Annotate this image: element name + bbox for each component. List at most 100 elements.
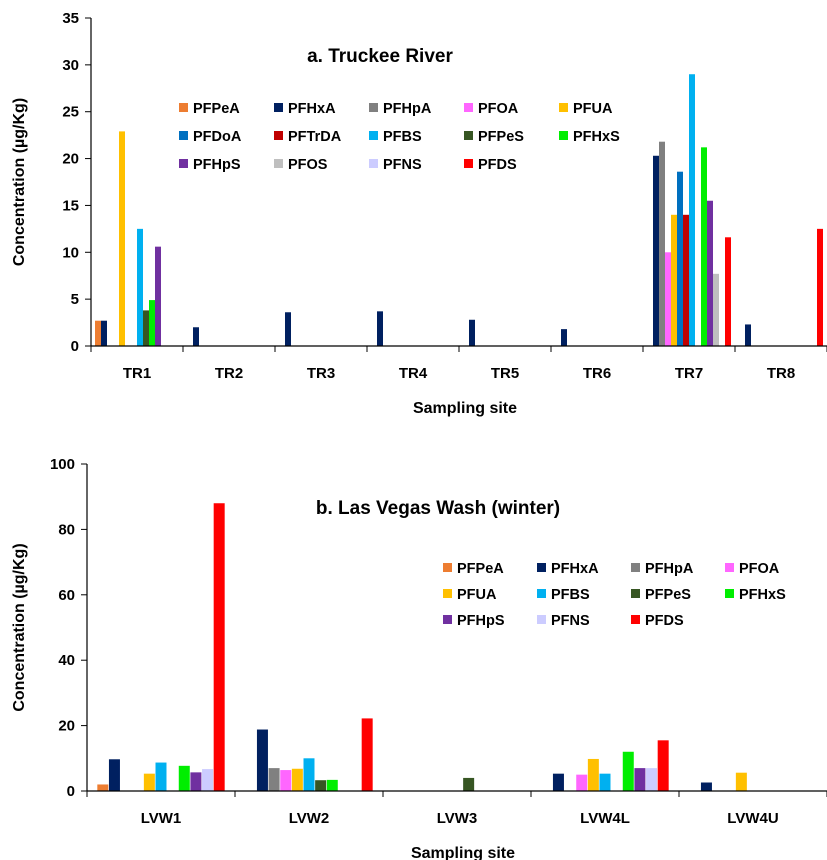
legend-label-pfpea: PFPeA xyxy=(193,101,240,117)
legend-label-pfhpa: PFHpA xyxy=(383,101,432,117)
bar-pfhps-lvw4l xyxy=(634,768,646,791)
legend-swatch-pfpes xyxy=(631,589,640,598)
y-axis-label: Concentration (µg/Kg) xyxy=(11,98,28,266)
bar-pfpea-tr1 xyxy=(95,320,101,346)
x-tick-label-tr3: TR3 xyxy=(307,365,335,382)
bar-pfds-tr8 xyxy=(817,228,823,346)
bar-pfhpa-lvw2 xyxy=(268,768,280,791)
legend-label-pfds: PFDS xyxy=(478,157,517,173)
legend-label-pfns: PFNS xyxy=(383,157,422,173)
legend-label-pfhps: PFHpS xyxy=(457,613,505,629)
legend-swatch-pfhxa xyxy=(537,563,546,572)
legend-swatch-pfds xyxy=(631,615,640,624)
x-tick-label-tr1: TR1 xyxy=(123,365,151,382)
bar-pfhxa-tr2 xyxy=(193,327,199,346)
y-tick-label: 15 xyxy=(62,197,79,214)
y-tick-label: 80 xyxy=(58,521,75,538)
bar-pfhxa-tr6 xyxy=(561,329,567,346)
x-tick-label-lvw3: LVW3 xyxy=(437,810,478,827)
chart-title: b. Las Vegas Wash (winter) xyxy=(316,498,560,519)
bar-pfhps-lvw1 xyxy=(190,772,202,791)
bar-pfhxa-lvw2 xyxy=(256,729,268,791)
bar-pfhxa-tr5 xyxy=(469,319,475,346)
legend-swatch-pfhpa xyxy=(369,103,378,112)
x-tick-label-tr2: TR2 xyxy=(215,365,243,382)
legend-label-pfua: PFUA xyxy=(457,587,497,603)
bar-pfpes-lvw3 xyxy=(463,777,475,791)
legend-swatch-pfns xyxy=(537,615,546,624)
y-tick-label: 35 xyxy=(62,10,79,27)
legend-label-pfns: PFNS xyxy=(551,613,590,629)
bar-pfhps-tr1 xyxy=(155,246,161,346)
y-tick-label: 60 xyxy=(58,587,75,604)
legend-label-pfds: PFDS xyxy=(645,613,684,629)
chart-panel-truckee-river: 0 5 10 15 20 25 30 35 TR1 TR2 TR3 TR4 TR5 TR6 TR7 TR8 a.… xyxy=(11,10,827,417)
bar-pfua-lvw1 xyxy=(143,773,155,791)
x-tick-label-lvw4l: LVW4L xyxy=(580,810,630,827)
legend: PFPeA PFHxA PFHpA PFOA PFUA PFBS PFPeS PFHxS PFH… xyxy=(443,561,786,629)
bar-pfpes-lvw2 xyxy=(315,780,327,791)
legend-swatch-pfoa xyxy=(464,103,473,112)
legend-label-pfhxs: PFHxS xyxy=(739,587,786,603)
bar-pfhxs-tr1 xyxy=(149,300,155,346)
legend-swatch-pfpea xyxy=(179,103,188,112)
legend-swatch-pfhxs xyxy=(559,131,568,140)
y-tick-label: 10 xyxy=(62,244,79,261)
y-axis-label: Concentration (µg/Kg) xyxy=(11,543,28,711)
bar-pfos-tr7 xyxy=(713,273,719,346)
chart-title: a. Truckee River xyxy=(307,46,453,67)
legend-label-pfhxa: PFHxA xyxy=(551,561,599,577)
legend-label-pfhxa: PFHxA xyxy=(288,101,336,117)
legend-swatch-pfhps xyxy=(179,159,188,168)
legend-label-pfpea: PFPeA xyxy=(457,561,504,577)
legend-label-pfpes: PFPeS xyxy=(478,129,524,145)
legend-label-pftrda: PFTrDA xyxy=(288,129,342,145)
bar-pfpea-lvw1 xyxy=(97,784,109,791)
bar-pfhxa-lvw4l xyxy=(552,773,564,791)
x-tick-label-lvw4u: LVW4U xyxy=(727,810,778,827)
x-tick-label-tr8: TR8 xyxy=(767,365,795,382)
bar-pfbs-lvw1 xyxy=(155,762,167,791)
bar-pfoa-lvw2 xyxy=(280,770,292,791)
legend: PFPeA PFHxA PFHpA PFOA PFUA PFDoA PFTrDA PFBS PF… xyxy=(179,101,620,173)
x-axis-label: Sampling site xyxy=(413,400,517,417)
x-tick-label-lvw1: LVW1 xyxy=(141,810,182,827)
legend-label-pfpes: PFPeS xyxy=(645,587,691,603)
legend-swatch-pfbs xyxy=(369,131,378,140)
bar-pfds-lvw4l xyxy=(657,740,669,791)
legend-swatch-pfbs xyxy=(537,589,546,598)
y-tick-label: 20 xyxy=(62,151,79,168)
legend-label-pfua: PFUA xyxy=(573,101,613,117)
bar-pfns-lvw4l xyxy=(646,768,658,791)
bar-pfhxs-lvw2 xyxy=(326,779,338,791)
bar-pfhxa-tr8 xyxy=(745,324,751,346)
bar-pfua-lvw4u xyxy=(735,772,747,791)
bar-pfhxa-tr4 xyxy=(377,311,383,346)
y-tick-label: 5 xyxy=(71,291,79,308)
y-tick-label: 20 xyxy=(58,718,75,735)
bar-pfhxa-lvw1 xyxy=(108,759,120,791)
bar-pfua-tr7 xyxy=(671,214,677,346)
y-tick-label: 25 xyxy=(62,104,79,121)
x-tick-label-tr6: TR6 xyxy=(583,365,611,382)
bar-pftrda-tr7 xyxy=(683,214,689,346)
bar-pfdoa-tr7 xyxy=(677,171,683,346)
legend-swatch-pfpea xyxy=(443,563,452,572)
legend-swatch-pfua xyxy=(443,589,452,598)
legend-swatch-pfdoa xyxy=(179,131,188,140)
bar-pfoa-tr7 xyxy=(665,252,671,346)
bar-pfua-lvw4l xyxy=(587,758,599,791)
bar-pfua-tr1 xyxy=(119,131,125,346)
legend-label-pfhps: PFHpS xyxy=(193,157,241,173)
legend-swatch-pfds xyxy=(464,159,473,168)
legend-label-pfhpa: PFHpA xyxy=(645,561,694,577)
x-tick-label-tr7: TR7 xyxy=(675,365,703,382)
bar-pfhxa-tr1 xyxy=(101,320,107,346)
bar-pfhps-tr7 xyxy=(707,200,713,346)
legend-swatch-pfhxa xyxy=(274,103,283,112)
legend-label-pfdoa: PFDoA xyxy=(193,129,242,145)
legend-swatch-pfua xyxy=(559,103,568,112)
bar-pfds-lvw1 xyxy=(213,503,225,791)
bar-pfhxs-tr7 xyxy=(701,147,707,346)
